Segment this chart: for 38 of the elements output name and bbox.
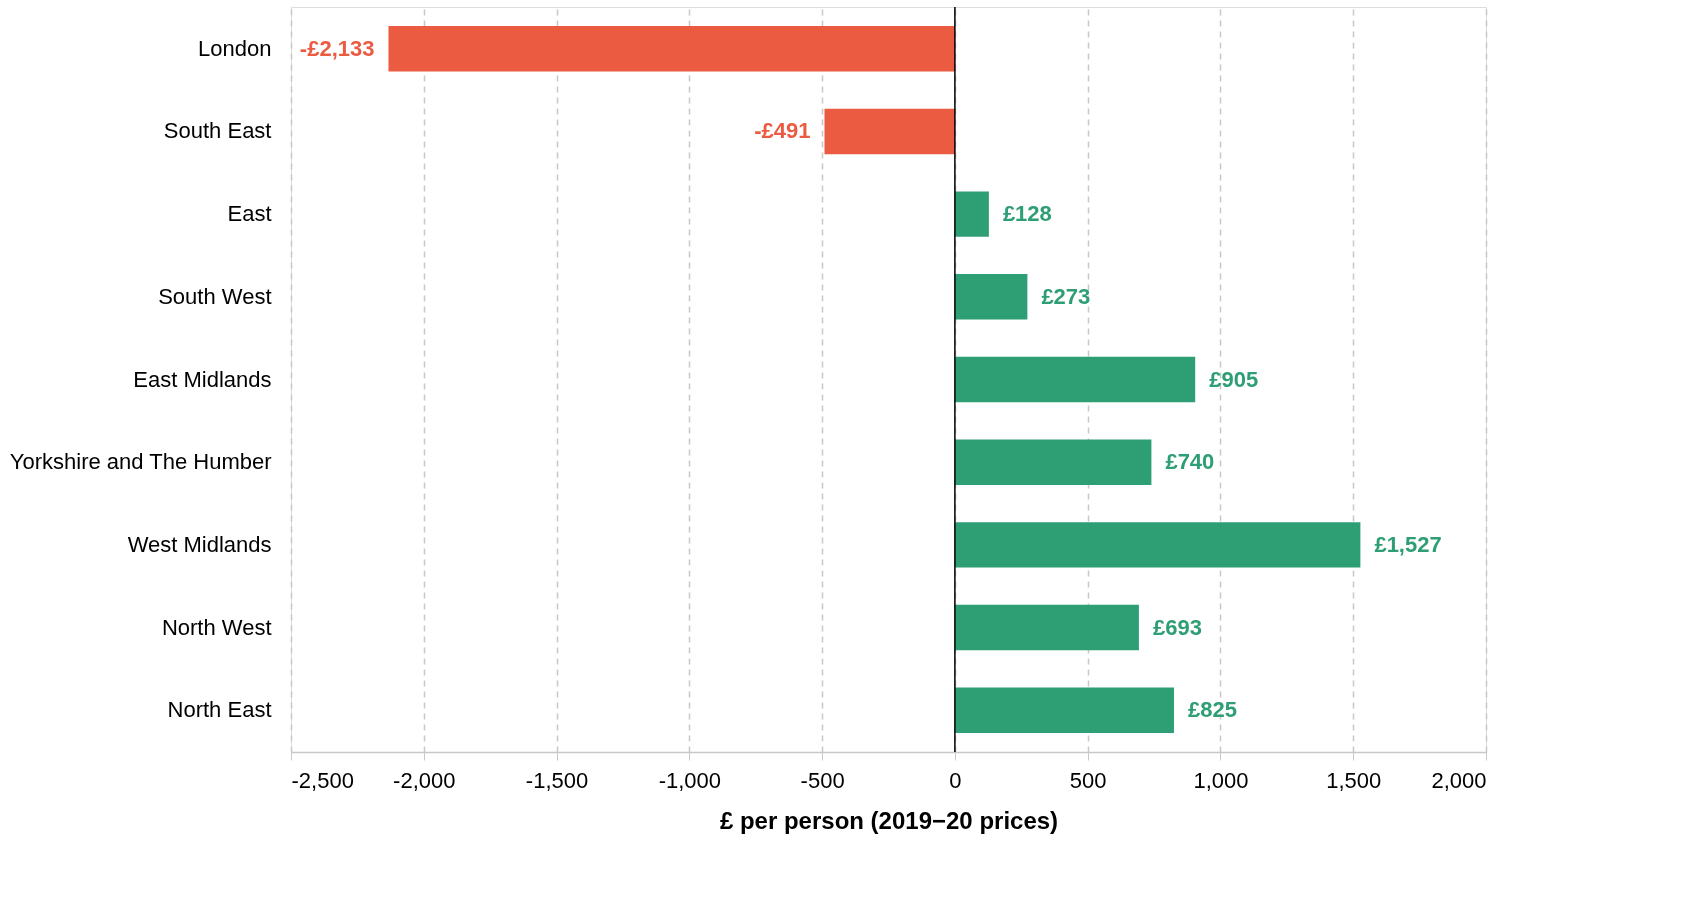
data-label: £905 <box>1209 366 1259 392</box>
y-tick-label: London <box>198 35 272 61</box>
bar <box>954 191 989 237</box>
y-tick-label: West Midlands <box>127 531 272 557</box>
data-label: -£491 <box>754 118 811 144</box>
data-label: £128 <box>1002 201 1052 227</box>
x-tick-label: 0 <box>949 767 962 793</box>
data-label: £740 <box>1165 449 1215 475</box>
y-tick-label: South West <box>158 283 272 309</box>
bar <box>954 687 1174 733</box>
bar <box>954 604 1139 651</box>
data-label: £273 <box>1041 283 1091 309</box>
x-tick-label: -2,500 <box>291 767 354 793</box>
data-label: -£2,133 <box>299 35 375 61</box>
data-label: £1,527 <box>1374 531 1442 557</box>
x-tick-label: 1,000 <box>1193 767 1249 793</box>
y-tick-label: North West <box>161 614 272 640</box>
x-tick-label: -1,000 <box>658 767 722 793</box>
data-label: £693 <box>1152 614 1202 640</box>
bar <box>954 522 1361 568</box>
x-tick-label: 2,000 <box>1431 767 1487 793</box>
x-tick-label: -1,500 <box>525 767 589 793</box>
x-tick-label: 500 <box>1069 767 1107 793</box>
bar <box>954 439 1152 485</box>
y-tick-label: South East <box>163 118 272 144</box>
data-label: £825 <box>1187 697 1237 723</box>
y-tick-label: East Midlands <box>133 366 272 392</box>
x-tick-label: 1,500 <box>1326 767 1382 793</box>
bar <box>954 356 1196 403</box>
x-axis-title: £ per person (2019−20 prices) <box>719 806 1059 834</box>
y-tick-label: East <box>227 201 272 227</box>
x-tick-label: -2,000 <box>393 767 456 793</box>
y-tick-label: Yorkshire and The Humber <box>9 449 272 475</box>
bar <box>954 274 1028 320</box>
bar <box>824 108 955 155</box>
x-tick-label: -500 <box>800 767 845 793</box>
bar <box>388 26 955 72</box>
y-tick-label: North East <box>167 697 272 723</box>
